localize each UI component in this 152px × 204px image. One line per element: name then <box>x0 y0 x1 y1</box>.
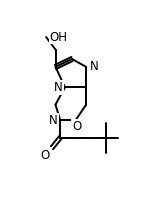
Text: O: O <box>72 120 81 133</box>
Text: N: N <box>54 81 63 94</box>
Text: O: O <box>40 149 50 162</box>
Text: N: N <box>49 114 58 127</box>
Text: N: N <box>90 60 98 73</box>
Text: OH: OH <box>50 31 68 43</box>
